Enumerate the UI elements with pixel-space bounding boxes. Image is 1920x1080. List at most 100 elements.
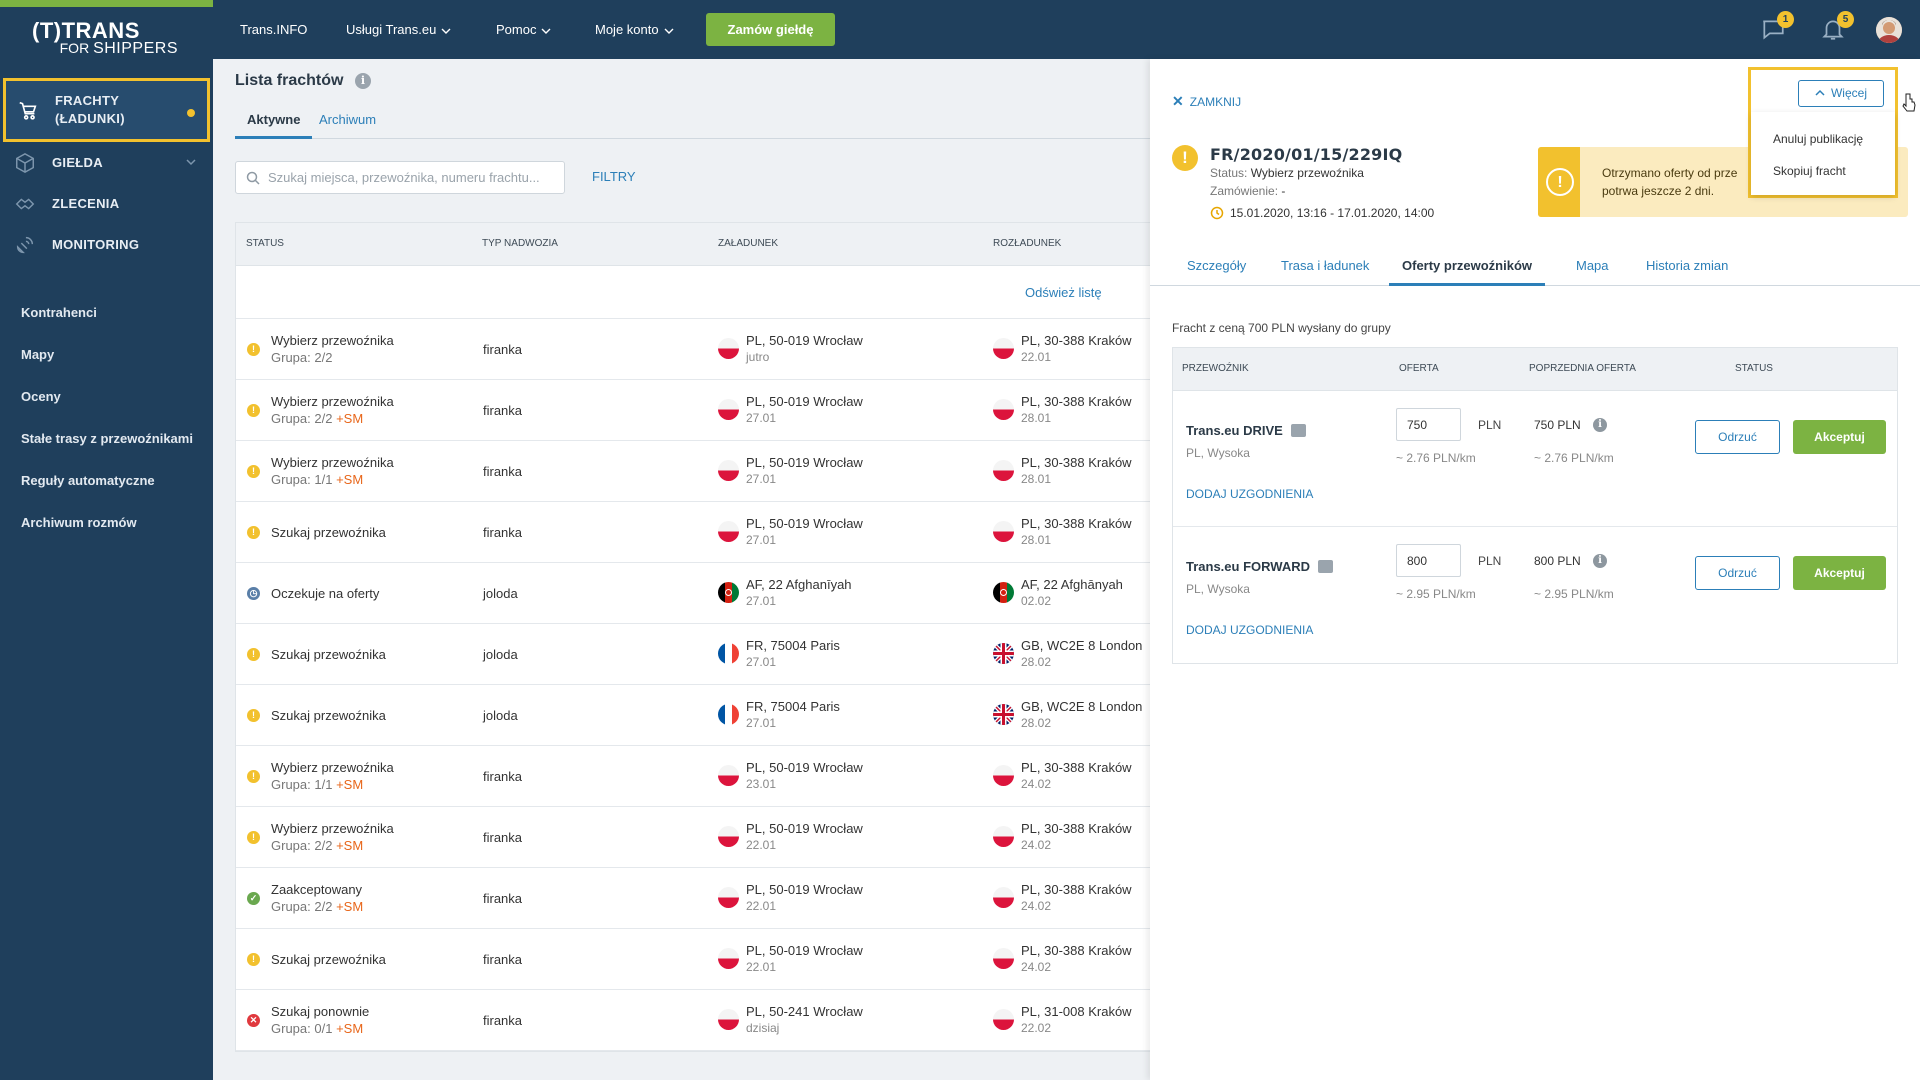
sidebar-item-fixed-routes[interactable]: Stałe trasy z przewoźnikami xyxy=(21,431,193,446)
table-row[interactable]: ! Wybierz przewoźnika Grupa: 1/1 +SM firank… xyxy=(236,746,1150,807)
tab-map[interactable]: Mapa xyxy=(1576,258,1609,273)
row-group: Grupa: 1/1 +SM xyxy=(271,472,364,487)
row-loading-place: PL, 50-019 Wrocław xyxy=(746,394,863,409)
sidebar-item-ratings[interactable]: Oceny xyxy=(21,389,61,404)
tab-route-cargo[interactable]: Trasa i ładunek xyxy=(1281,258,1370,273)
table-row[interactable]: ! Szukaj przewoźnika firanka PL, 50-019 Wro… xyxy=(236,502,1150,563)
bell-icon xyxy=(1822,20,1844,40)
messages-button[interactable]: 1 xyxy=(1760,11,1794,42)
row-status: Zaakceptowany xyxy=(271,882,363,897)
tab-history[interactable]: Historia zmian xyxy=(1646,258,1729,273)
table-row[interactable]: ! Szukaj przewoźnika joloda FR, 75004 Paris… xyxy=(236,624,1150,685)
avatar[interactable] xyxy=(1876,17,1902,43)
row-unloading-date: 22.01 xyxy=(1021,350,1052,364)
row-group: Grupa: 2/2 xyxy=(271,350,333,365)
table-row[interactable]: ! Wybierz przewoźnika Grupa: 2/2 +SM firank… xyxy=(236,807,1150,868)
table-row[interactable]: ◷ Oczekuje na oferty joloda AF, 22 Afghanīy… xyxy=(236,563,1150,624)
col-body-type[interactable]: TYP NADWOZIA xyxy=(482,238,558,249)
row-unloading-place: GB, WC2E 8 London xyxy=(1021,638,1143,653)
table-row[interactable]: ! Wybierz przewoźnika Grupa: 1/1 +SM firank… xyxy=(236,441,1150,502)
table-row[interactable]: ! Wybierz przewoźnika Grupa: 2/2 firanka PL,… xyxy=(236,319,1150,380)
active-dot xyxy=(187,109,195,117)
offer-row: Trans.eu DRIVE PL, Wysoka DODAJ UZGODNIE… xyxy=(1173,391,1897,527)
chevron-down-icon[interactable] xyxy=(185,156,197,168)
topnav-services[interactable]: Usługi Trans.eu xyxy=(346,0,451,59)
page-title: Lista frachtów xyxy=(235,72,344,89)
notifications-button[interactable]: 5 xyxy=(1820,11,1854,42)
row-unloading-date: 28.02 xyxy=(1021,655,1052,669)
trans-logo[interactable]: (T)TRANS FOR SHIPPERS xyxy=(32,18,178,57)
carrier-name[interactable]: Trans.eu FORWARD xyxy=(1186,559,1334,574)
tab-active[interactable]: Aktywne xyxy=(235,109,313,139)
info-icon[interactable]: i xyxy=(1593,418,1607,432)
table-row[interactable]: ! Szukaj przewoźnika firanka PL, 50-019 Wro… xyxy=(236,929,1150,990)
row-loading-date: 22.01 xyxy=(746,838,777,852)
warning-icon: ! xyxy=(247,404,260,417)
accept-button[interactable]: Akceptuj xyxy=(1793,420,1886,454)
search-input[interactable] xyxy=(268,162,558,193)
messages-badge: 1 xyxy=(1777,11,1794,28)
table-body: ! Wybierz przewoźnika Grupa: 2/2 firanka PL,… xyxy=(236,319,1150,1051)
offer-currency: PLN xyxy=(1478,418,1502,432)
col-loading[interactable]: ZAŁADUNEK xyxy=(718,238,779,249)
info-icon[interactable]: i xyxy=(1593,554,1607,568)
topnav-account[interactable]: Moje konto xyxy=(595,0,674,59)
flag-pl-icon xyxy=(993,887,1014,908)
menu-item-copy-freight[interactable]: Skopiuj fracht xyxy=(1773,164,1846,178)
order-exchange-button[interactable]: Zamów giełdę xyxy=(706,13,835,46)
sidebar-item-label: ZLECENIA xyxy=(52,196,120,211)
col-status[interactable]: STATUS xyxy=(246,238,284,249)
sidebar-item-contractors[interactable]: Kontrahenci xyxy=(21,305,97,320)
offer-row: Trans.eu FORWARD PL, Wysoka DODAJ UZGODN… xyxy=(1173,527,1897,663)
row-unloading-date: 24.02 xyxy=(1021,838,1052,852)
refresh-list-button[interactable]: Odśwież listę xyxy=(1025,285,1102,300)
sidebar-item-monitoring[interactable]: MONITORING xyxy=(0,224,213,265)
table-row[interactable]: ✓ Zaakceptowany Grupa: 2/2 +SM firanka PL, 5… xyxy=(236,868,1150,929)
reject-button[interactable]: Odrzuć xyxy=(1695,556,1780,590)
row-loading-date: 23.01 xyxy=(746,777,777,791)
table-row[interactable]: ! Wybierz przewoźnika Grupa: 2/2 +SM firank… xyxy=(236,380,1150,441)
row-unloading-place: PL, 30-388 Kraków xyxy=(1021,333,1132,348)
flag-pl-icon xyxy=(993,765,1014,786)
row-unloading-place: PL, 30-388 Kraków xyxy=(1021,943,1132,958)
add-agreements-link[interactable]: DODAJ UZGODNIENIA xyxy=(1186,487,1314,501)
flag-af-icon xyxy=(718,582,739,603)
row-group: Grupa: 1/1 +SM xyxy=(271,777,364,792)
table-row[interactable]: ! Szukaj przewoźnika joloda FR, 75004 Paris… xyxy=(236,685,1150,746)
row-body-type: joloda xyxy=(483,708,518,723)
menu-item-cancel-publication[interactable]: Anuluj publikację xyxy=(1773,132,1864,146)
sidebar-item-auto-rules[interactable]: Reguły automatyczne xyxy=(21,473,155,488)
flag-pl-icon xyxy=(993,826,1014,847)
tab-archive[interactable]: Archiwum xyxy=(319,112,377,127)
row-loading-date: 27.01 xyxy=(746,533,777,547)
col-unloading[interactable]: ROZŁADUNEK xyxy=(993,238,1062,249)
sidebar-item-freights[interactable]: FRACHTY (ŁADUNKI) xyxy=(3,78,210,142)
close-panel-button[interactable]: ✕ ZAMKNIJ xyxy=(1172,93,1242,109)
filters-button[interactable]: FILTRY xyxy=(592,169,636,184)
more-button[interactable]: Więcej xyxy=(1798,80,1884,107)
flag-pl-icon xyxy=(718,460,739,481)
chevron-down-icon xyxy=(541,28,551,34)
reject-button[interactable]: Odrzuć xyxy=(1695,420,1780,454)
info-icon[interactable]: i xyxy=(355,73,371,89)
accept-button[interactable]: Akceptuj xyxy=(1793,556,1886,590)
table-row[interactable]: ✕ Szukaj ponownie Grupa: 0/1 +SM firanka PL,… xyxy=(236,990,1150,1051)
offer-price-input[interactable] xyxy=(1396,544,1461,577)
tab-carrier-offers[interactable]: Oferty przewoźników xyxy=(1389,254,1546,286)
sidebar-item-maps[interactable]: Mapy xyxy=(21,347,55,362)
cart-icon xyxy=(19,101,37,120)
chat-bubble-icon[interactable] xyxy=(1318,560,1334,573)
offer-price-input[interactable] xyxy=(1396,408,1461,441)
sidebar-sub-nav: Kontrahenci Mapy Oceny Stałe trasy z prz… xyxy=(0,292,213,544)
sidebar-item-exchange[interactable]: GIEŁDA xyxy=(0,142,213,183)
row-body-type: firanka xyxy=(483,952,523,967)
sidebar-item-label-sub: (ŁADUNKI) xyxy=(55,111,125,126)
sidebar-item-chat-archive[interactable]: Archiwum rozmów xyxy=(21,515,137,530)
carrier-name[interactable]: Trans.eu DRIVE xyxy=(1186,423,1306,438)
topnav-help[interactable]: Pomoc xyxy=(496,0,551,59)
topnav-transinfo[interactable]: Trans.INFO xyxy=(240,22,308,37)
tab-details[interactable]: Szczegóły xyxy=(1187,258,1247,273)
add-agreements-link[interactable]: DODAJ UZGODNIENIA xyxy=(1186,623,1314,637)
sidebar-item-orders[interactable]: ZLECENIA xyxy=(0,183,213,224)
chat-bubble-icon[interactable] xyxy=(1290,424,1306,437)
